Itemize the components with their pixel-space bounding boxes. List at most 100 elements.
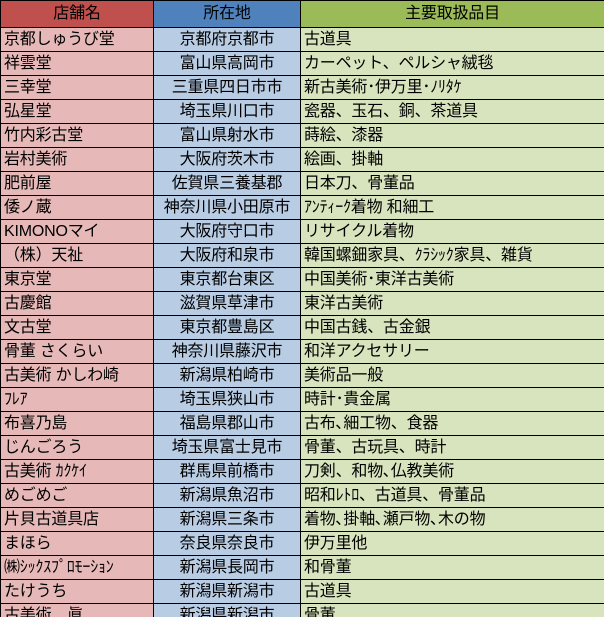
table-row: （株）天祉 大阪府和泉市 韓国螺鈿家具、ｸﾗｼｯｸ家具、雑貨: [0, 243, 604, 268]
cell-shop-location[interactable]: 群馬県前橋市: [153, 459, 301, 484]
cell-shop-location[interactable]: 新潟県長岡市: [153, 555, 301, 580]
cell-shop-goods[interactable]: ｱﾝﾃｨｰｸ着物 和細工: [300, 195, 604, 220]
cell-shop-location[interactable]: 富山県高岡市: [153, 51, 301, 76]
cell-shop-name[interactable]: めごめご: [0, 483, 154, 508]
table-row: 京都しゅうび堂 京都府京都市 古道具: [0, 27, 604, 52]
column-header-goods[interactable]: 主要取扱品目: [300, 0, 604, 28]
cell-shop-location[interactable]: 新潟県三条市: [153, 507, 301, 532]
cell-shop-goods[interactable]: 骨董、古玩具、時計: [300, 435, 604, 460]
cell-shop-location[interactable]: 神奈川県小田原市: [153, 195, 301, 220]
table-row: 骨董 さくらい 神奈川県藤沢市 和洋アクセサリー: [0, 339, 604, 364]
cell-shop-goods[interactable]: 韓国螺鈿家具、ｸﾗｼｯｸ家具、雑貨: [300, 243, 604, 268]
table-row: 竹内彩古堂 富山県射水市 蒔絵、漆器: [0, 123, 604, 148]
cell-shop-location[interactable]: 新潟県新潟市: [153, 603, 301, 617]
cell-shop-goods[interactable]: 着物､掛軸､瀬戸物､木の物: [300, 507, 604, 532]
cell-shop-name[interactable]: ㈱ｼｯｸｽﾌﾟﾛﾓｰｼｮﾝ: [0, 555, 154, 580]
cell-shop-goods[interactable]: 中国美術･東洋古美術: [300, 267, 604, 292]
cell-shop-name[interactable]: ﾌﾚｱ: [0, 387, 154, 412]
cell-shop-name[interactable]: じんごろう: [0, 435, 154, 460]
table-body: 京都しゅうび堂 京都府京都市 古道具 祥雲堂 富山県高岡市 カーペット、ペルシャ絨毯 三幸堂…: [0, 27, 604, 617]
cell-shop-location[interactable]: 大阪府守口市: [153, 219, 301, 244]
cell-shop-goods[interactable]: 刀剣、和物､仏教美術: [300, 459, 604, 484]
cell-shop-goods[interactable]: 古道具: [300, 579, 604, 604]
cell-shop-name[interactable]: たけうち: [0, 579, 154, 604]
cell-shop-goods[interactable]: 絵画、掛軸: [300, 147, 604, 172]
cell-shop-name[interactable]: 古美術 眞: [0, 603, 154, 617]
cell-shop-location[interactable]: 福島県郡山市: [153, 411, 301, 436]
cell-shop-goods[interactable]: 昭和ﾚﾄﾛ、古道具、骨董品: [300, 483, 604, 508]
cell-shop-location[interactable]: 京都府京都市: [153, 27, 301, 52]
cell-shop-name[interactable]: （株）天祉: [0, 243, 154, 268]
cell-shop-goods[interactable]: 骨董: [300, 603, 604, 617]
cell-shop-location[interactable]: 神奈川県藤沢市: [153, 339, 301, 364]
cell-shop-name[interactable]: KIMONOマイ: [0, 219, 154, 244]
cell-shop-name[interactable]: 片貝古道具店: [0, 507, 154, 532]
cell-shop-goods[interactable]: 東洋古美術: [300, 291, 604, 316]
cell-shop-location[interactable]: 新潟県柏崎市: [153, 363, 301, 388]
cell-shop-name[interactable]: 文古堂: [0, 315, 154, 340]
cell-shop-goods[interactable]: 新古美術･伊万里･ﾉﾘﾀｹ: [300, 75, 604, 100]
table-row: 肥前屋 佐賀県三養基郡 日本刀、骨董品: [0, 171, 604, 196]
cell-shop-goods[interactable]: 時計･貴金属: [300, 387, 604, 412]
table-row: 祥雲堂 富山県高岡市 カーペット、ペルシャ絨毯: [0, 51, 604, 76]
cell-shop-name[interactable]: 京都しゅうび堂: [0, 27, 154, 52]
cell-shop-name[interactable]: 古慶館: [0, 291, 154, 316]
cell-shop-name[interactable]: 倭ノ蔵: [0, 195, 154, 220]
table-row: 古美術 かしわ崎 新潟県柏崎市 美術品一般: [0, 363, 604, 388]
table-row: まほら 奈良県奈良市 伊万里他: [0, 531, 604, 556]
cell-shop-goods[interactable]: 古道具: [300, 27, 604, 52]
cell-shop-goods[interactable]: カーペット、ペルシャ絨毯: [300, 51, 604, 76]
cell-shop-location[interactable]: 大阪府和泉市: [153, 243, 301, 268]
cell-shop-name[interactable]: 古美術 ｶｸｹｲ: [0, 459, 154, 484]
table-row: 三幸堂 三重県四日市市 新古美術･伊万里･ﾉﾘﾀｹ: [0, 75, 604, 100]
cell-shop-location[interactable]: 埼玉県富士見市: [153, 435, 301, 460]
cell-shop-location[interactable]: 佐賀県三養基郡: [153, 171, 301, 196]
cell-shop-location[interactable]: 東京都台東区: [153, 267, 301, 292]
cell-shop-location[interactable]: 三重県四日市市: [153, 75, 301, 100]
cell-shop-name[interactable]: 古美術 かしわ崎: [0, 363, 154, 388]
table-row: 古美術 ｶｸｹｲ 群馬県前橋市 刀剣、和物､仏教美術: [0, 459, 604, 484]
cell-shop-goods[interactable]: 日本刀、骨董品: [300, 171, 604, 196]
cell-shop-name[interactable]: 骨董 さくらい: [0, 339, 154, 364]
cell-shop-name[interactable]: 東京堂: [0, 267, 154, 292]
cell-shop-goods[interactable]: リサイクル着物: [300, 219, 604, 244]
cell-shop-location[interactable]: 新潟県新潟市: [153, 579, 301, 604]
header-row: 店舗名 所在地 主要取扱品目: [0, 0, 604, 28]
table-row: じんごろう 埼玉県富士見市 骨董、古玩具、時計: [0, 435, 604, 460]
table-row: 文古堂 東京都豊島区 中国古銭、古金銀: [0, 315, 604, 340]
table-row: めごめご 新潟県魚沼市 昭和ﾚﾄﾛ、古道具、骨董品: [0, 483, 604, 508]
cell-shop-goods[interactable]: 伊万里他: [300, 531, 604, 556]
cell-shop-location[interactable]: 埼玉県川口市: [153, 99, 301, 124]
cell-shop-location[interactable]: 滋賀県草津市: [153, 291, 301, 316]
cell-shop-goods[interactable]: 美術品一般: [300, 363, 604, 388]
cell-shop-name[interactable]: 竹内彩古堂: [0, 123, 154, 148]
column-header-place[interactable]: 所在地: [153, 0, 301, 28]
cell-shop-location[interactable]: 新潟県魚沼市: [153, 483, 301, 508]
cell-shop-goods[interactable]: 和骨董: [300, 555, 604, 580]
cell-shop-location[interactable]: 東京都豊島区: [153, 315, 301, 340]
cell-shop-goods[interactable]: 蒔絵、漆器: [300, 123, 604, 148]
cell-shop-location[interactable]: 富山県射水市: [153, 123, 301, 148]
cell-shop-location[interactable]: 大阪府茨木市: [153, 147, 301, 172]
cell-shop-name[interactable]: 弘星堂: [0, 99, 154, 124]
table-row: ㈱ｼｯｸｽﾌﾟﾛﾓｰｼｮﾝ 新潟県長岡市 和骨董: [0, 555, 604, 580]
cell-shop-goods[interactable]: 中国古銭、古金銀: [300, 315, 604, 340]
table-row: 東京堂 東京都台東区 中国美術･東洋古美術: [0, 267, 604, 292]
cell-shop-name[interactable]: 祥雲堂: [0, 51, 154, 76]
cell-shop-goods[interactable]: 瓷器、玉石、銅、茶道具: [300, 99, 604, 124]
cell-shop-name[interactable]: まほら: [0, 531, 154, 556]
cell-shop-name[interactable]: 肥前屋: [0, 171, 154, 196]
table-row: 片貝古道具店 新潟県三条市 着物､掛軸､瀬戸物､木の物: [0, 507, 604, 532]
column-header-name[interactable]: 店舗名: [0, 0, 154, 28]
table-row: 布喜乃島 福島県郡山市 古布､細工物、食器: [0, 411, 604, 436]
table-row: 弘星堂 埼玉県川口市 瓷器、玉石、銅、茶道具: [0, 99, 604, 124]
cell-shop-name[interactable]: 三幸堂: [0, 75, 154, 100]
cell-shop-location[interactable]: 埼玉県狭山市: [153, 387, 301, 412]
table-header: 店舗名 所在地 主要取扱品目: [0, 0, 604, 28]
cell-shop-name[interactable]: 岩村美術: [0, 147, 154, 172]
cell-shop-goods[interactable]: 和洋アクセサリー: [300, 339, 604, 364]
cell-shop-name[interactable]: 布喜乃島: [0, 411, 154, 436]
cell-shop-location[interactable]: 奈良県奈良市: [153, 531, 301, 556]
cell-shop-goods[interactable]: 古布､細工物、食器: [300, 411, 604, 436]
